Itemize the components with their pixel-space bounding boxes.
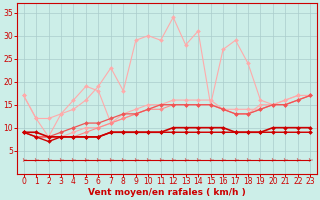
X-axis label: Vent moyen/en rafales ( km/h ): Vent moyen/en rafales ( km/h ) [88,188,246,197]
